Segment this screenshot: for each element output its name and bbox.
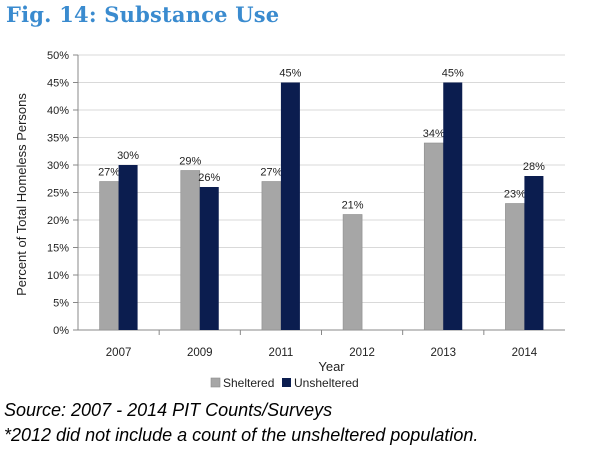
bar-sheltered-2014 [505, 203, 525, 331]
x-tick-label-2009: 2009 [187, 347, 213, 359]
legend-swatch-unsheltered [282, 378, 291, 387]
y-tick-label: 5% [53, 298, 69, 310]
y-tick-label: 25% [47, 188, 69, 200]
y-tick-label: 30% [47, 160, 69, 172]
bar-sheltered-2009 [180, 170, 201, 331]
x-tick-label-2014: 2014 [512, 347, 538, 359]
bar-unsheltered-2007 [118, 165, 138, 330]
source-note: Source: 2007 - 2014 PIT Counts/Surveys [4, 400, 333, 420]
y-tick-label: 45% [47, 78, 69, 90]
y-tick-label: 20% [47, 215, 69, 227]
bar-sheltered-2011 [261, 181, 282, 331]
bar-sheltered-2007 [99, 181, 119, 331]
data-label-unsheltered-2011: 45% [279, 68, 301, 80]
y-tick-label: 40% [47, 105, 69, 117]
y-tick-label: 35% [47, 133, 69, 145]
data-label-sheltered-2013: 34% [423, 128, 445, 140]
y-tick-label: 0% [53, 325, 69, 337]
data-label-unsheltered-2009: 26% [198, 172, 220, 184]
x-tick-label-2007: 2007 [106, 347, 132, 359]
x-tick-label-2013: 2013 [430, 347, 456, 359]
data-label-unsheltered-2007: 30% [117, 150, 139, 162]
data-label-sheltered-2014: 23% [504, 189, 526, 201]
x-axis-title: Year [318, 359, 345, 374]
bar-unsheltered-2009 [199, 187, 219, 330]
data-label-sheltered-2009: 29% [179, 156, 201, 168]
x-tick-label-2011: 2011 [269, 347, 294, 359]
footnote: *2012 did not include a count of the uns… [4, 425, 479, 445]
data-label-sheltered-2011: 27% [260, 167, 282, 179]
bar-chart: 0% 5% 10% 15% 20% 25% 30% 35% 40% 45% 50% 27% 30% 200… [14, 50, 565, 390]
data-label-sheltered-2007: 27% [98, 167, 120, 179]
y-tick-label: 50% [47, 50, 69, 62]
bar-sheltered-2012 [342, 214, 363, 331]
data-label-sheltered-2012: 21% [342, 200, 364, 212]
data-label-unsheltered-2013: 45% [442, 68, 464, 80]
bar-unsheltered-2011 [280, 82, 300, 330]
bar-sheltered-2013 [423, 142, 444, 331]
figure-title: Fig. 14: Substance Use [6, 2, 280, 27]
y-tick-label: 15% [47, 243, 69, 255]
bar-unsheltered-2013 [443, 82, 463, 330]
y-axis-title: Percent of Total Homeless Persons [14, 93, 29, 296]
legend-label-unsheltered: Unsheltered [294, 376, 359, 390]
legend-swatch-sheltered [210, 377, 221, 388]
legend-label-sheltered: Sheltered [223, 376, 274, 390]
bar-unsheltered-2014 [524, 176, 544, 330]
data-label-unsheltered-2014: 28% [523, 161, 545, 173]
y-tick-label: 10% [47, 270, 69, 282]
x-tick-label-2012: 2012 [349, 347, 375, 359]
